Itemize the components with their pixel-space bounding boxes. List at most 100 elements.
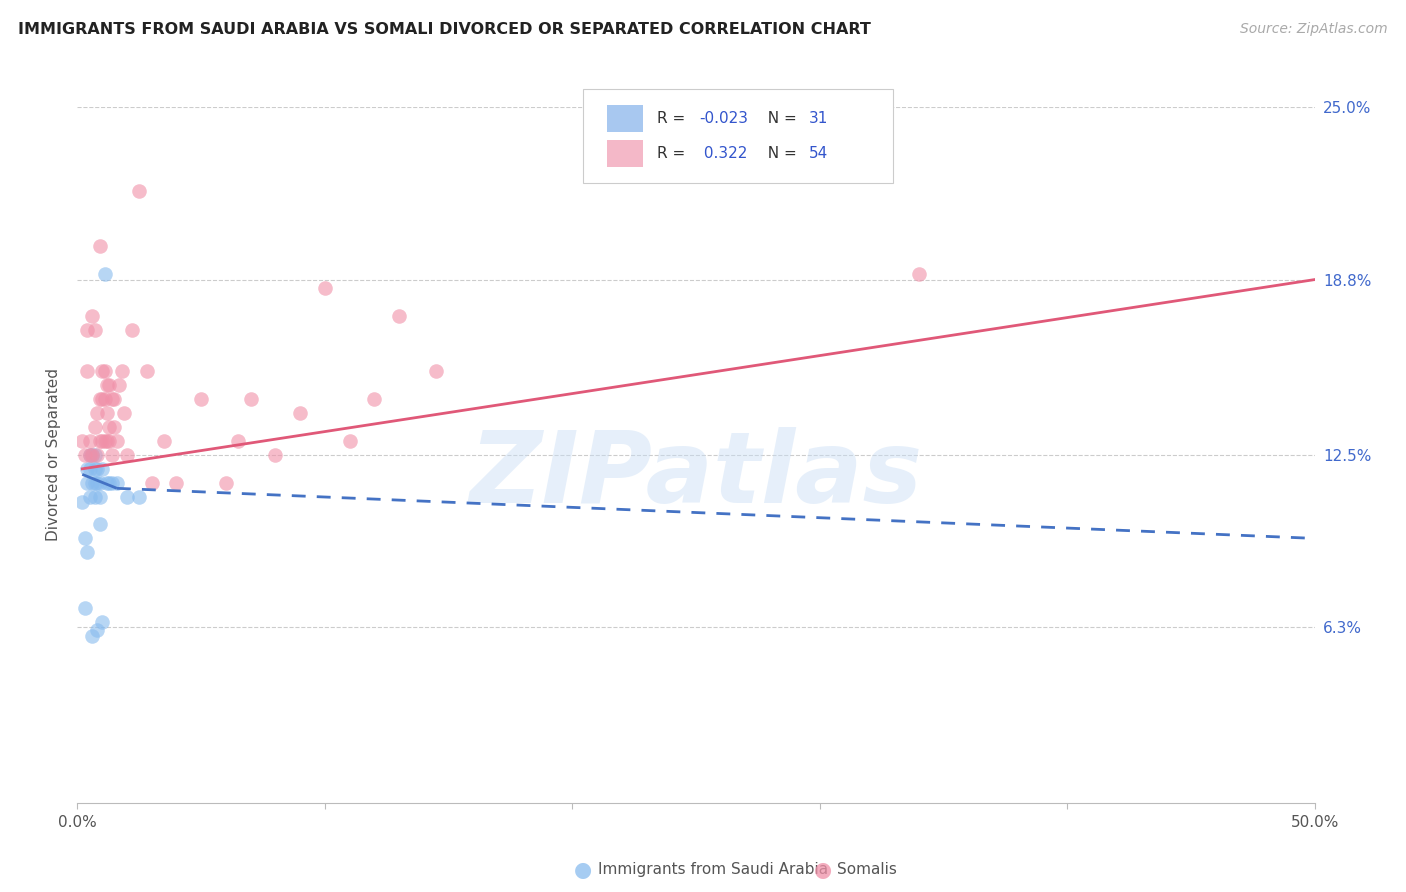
- Point: [108, 378, 131, 392]
- Point: [98, 420, 121, 434]
- Point: [98, 475, 121, 490]
- Point: [76, 462, 98, 476]
- Text: ●: ●: [814, 860, 831, 880]
- Point: [82, 448, 104, 462]
- Point: [72, 434, 94, 448]
- Point: [93, 434, 115, 448]
- Point: [93, 267, 115, 281]
- Point: [91, 462, 114, 476]
- Text: ●: ●: [575, 860, 592, 880]
- Text: Immigrants from Saudi Arabia: Immigrants from Saudi Arabia: [598, 863, 828, 877]
- Point: [89, 239, 111, 253]
- Point: [115, 490, 138, 504]
- Point: [83, 448, 105, 462]
- Point: [91, 364, 114, 378]
- Text: 54: 54: [808, 146, 828, 161]
- Point: [103, 392, 125, 407]
- Point: [96, 406, 118, 420]
- Point: [76, 545, 98, 559]
- Point: [82, 309, 104, 323]
- Point: [98, 378, 121, 392]
- Point: [239, 392, 262, 407]
- Text: R =: R =: [657, 112, 690, 126]
- Point: [82, 629, 104, 643]
- Point: [93, 392, 115, 407]
- Point: [96, 475, 118, 490]
- Text: N =: N =: [758, 112, 801, 126]
- Text: ZIPatlas: ZIPatlas: [470, 427, 922, 524]
- Point: [86, 475, 108, 490]
- Text: IMMIGRANTS FROM SAUDI ARABIA VS SOMALI DIVORCED OR SEPARATED CORRELATION CHART: IMMIGRANTS FROM SAUDI ARABIA VS SOMALI D…: [18, 22, 872, 37]
- Point: [153, 434, 176, 448]
- Text: -0.023: -0.023: [699, 112, 748, 126]
- Point: [314, 281, 336, 295]
- Point: [79, 448, 101, 462]
- Point: [93, 364, 115, 378]
- Point: [73, 601, 96, 615]
- Point: [135, 364, 157, 378]
- Point: [86, 406, 108, 420]
- Point: [111, 364, 134, 378]
- Point: [73, 448, 96, 462]
- Point: [79, 448, 101, 462]
- Point: [339, 434, 361, 448]
- Point: [83, 420, 105, 434]
- Text: N =: N =: [758, 146, 801, 161]
- Point: [121, 323, 143, 337]
- Point: [83, 323, 105, 337]
- Point: [96, 434, 118, 448]
- Point: [83, 475, 105, 490]
- Point: [105, 434, 128, 448]
- Point: [91, 615, 114, 629]
- Text: 0.322: 0.322: [699, 146, 747, 161]
- Point: [73, 532, 96, 546]
- Point: [112, 406, 135, 420]
- Point: [363, 392, 385, 407]
- Point: [190, 392, 212, 407]
- Point: [79, 490, 101, 504]
- Point: [89, 392, 111, 407]
- Point: [388, 309, 411, 323]
- Point: [128, 490, 150, 504]
- Point: [101, 448, 124, 462]
- Point: [96, 378, 118, 392]
- Point: [98, 434, 121, 448]
- Point: [82, 475, 104, 490]
- Point: [165, 475, 187, 490]
- Point: [86, 448, 108, 462]
- Point: [91, 434, 114, 448]
- Point: [226, 434, 249, 448]
- Point: [128, 184, 150, 198]
- Point: [72, 495, 94, 509]
- Point: [76, 364, 98, 378]
- Point: [907, 267, 929, 281]
- Point: [89, 475, 111, 490]
- Point: [76, 323, 98, 337]
- Point: [83, 462, 105, 476]
- Point: [288, 406, 311, 420]
- Point: [105, 475, 128, 490]
- Point: [101, 475, 124, 490]
- Point: [76, 475, 98, 490]
- Point: [82, 448, 104, 462]
- Point: [91, 392, 114, 407]
- Point: [425, 364, 447, 378]
- Text: Somalis: Somalis: [837, 863, 897, 877]
- Point: [264, 448, 287, 462]
- Point: [115, 448, 138, 462]
- Point: [79, 462, 101, 476]
- Point: [101, 392, 124, 407]
- Point: [89, 517, 111, 532]
- Text: 31: 31: [808, 112, 828, 126]
- Text: Source: ZipAtlas.com: Source: ZipAtlas.com: [1240, 22, 1388, 37]
- Point: [79, 434, 101, 448]
- Point: [89, 434, 111, 448]
- Y-axis label: Divorced or Separated: Divorced or Separated: [46, 368, 62, 541]
- Point: [86, 462, 108, 476]
- Point: [83, 490, 105, 504]
- Point: [103, 420, 125, 434]
- Point: [215, 475, 238, 490]
- Point: [141, 475, 163, 490]
- Point: [89, 490, 111, 504]
- Text: R =: R =: [657, 146, 690, 161]
